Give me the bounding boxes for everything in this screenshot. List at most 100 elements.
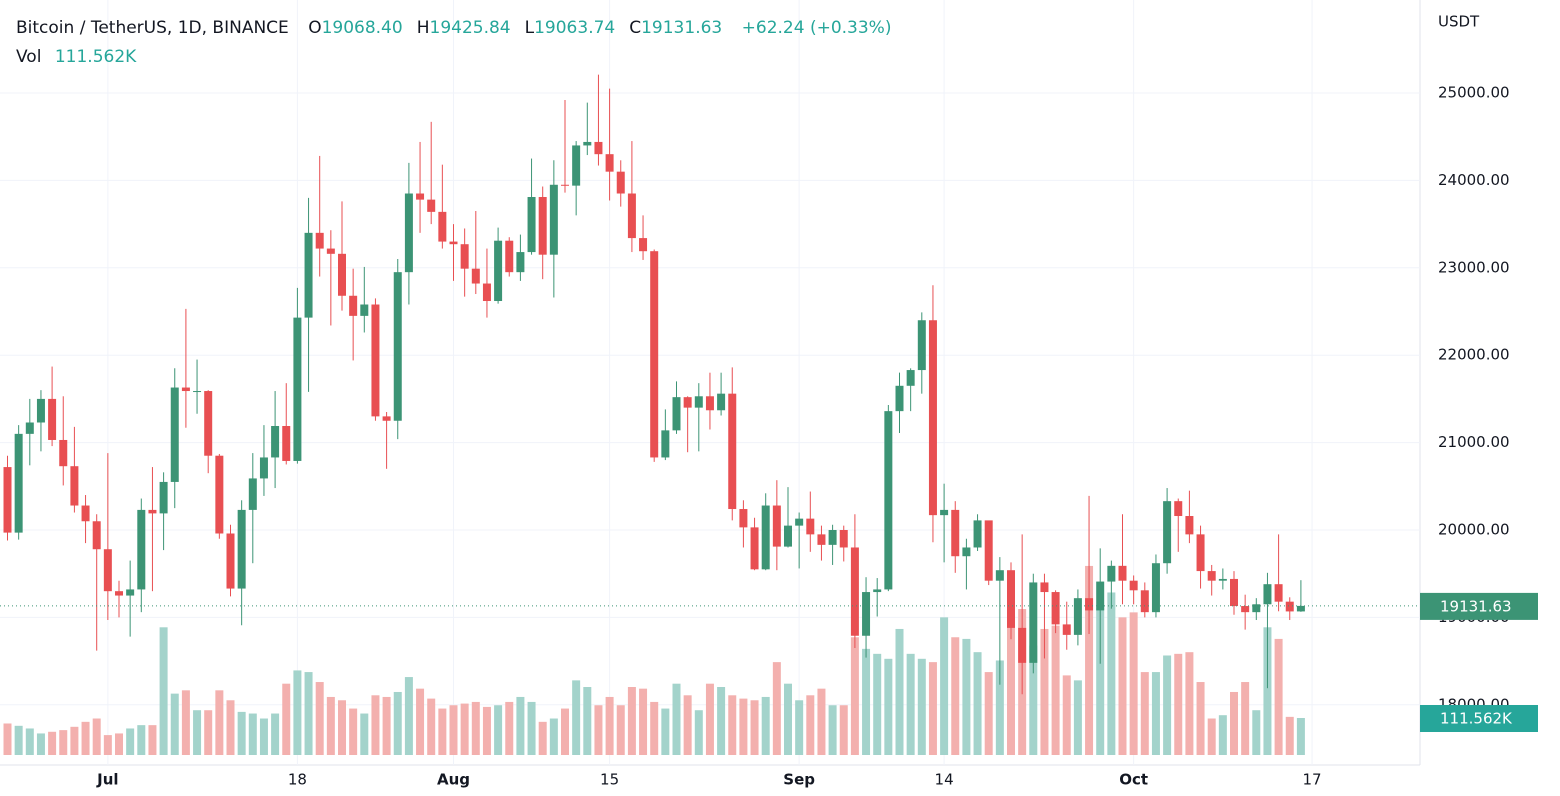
candle-body	[1007, 570, 1015, 628]
volume-bar	[482, 706, 491, 755]
ohlc-value: 19068.40	[321, 18, 403, 38]
candle-body	[92, 521, 101, 550]
candle-body	[259, 457, 268, 479]
x-tick-label: 15	[600, 771, 619, 789]
candle-body	[538, 197, 547, 255]
volume-bar	[193, 710, 202, 755]
candle-body	[1029, 582, 1038, 663]
candle-body	[382, 416, 391, 421]
volume-bar	[739, 698, 748, 755]
volume-bar	[1096, 607, 1105, 755]
candle-body	[839, 530, 848, 548]
volume-bar	[404, 677, 413, 755]
candle-body	[1296, 605, 1305, 612]
volume-bar	[1151, 672, 1160, 755]
ohlc-key: H	[416, 18, 430, 38]
candle-body	[237, 509, 246, 589]
volume-bar	[92, 718, 101, 755]
volume-bar	[1274, 638, 1283, 755]
symbol-row: Bitcoin / TetherUS, 1D, BINANCE O19068.4…	[16, 14, 891, 43]
volume-bar	[1263, 627, 1272, 755]
volume-bar	[1174, 653, 1183, 755]
candle-body	[962, 547, 971, 557]
ohlc-key: C	[629, 18, 642, 38]
volume-bar	[795, 700, 804, 755]
candle-body	[561, 184, 569, 186]
legend: Bitcoin / TetherUS, 1D, BINANCE O19068.4…	[16, 14, 891, 72]
candle-body	[1018, 627, 1027, 663]
volume-bar	[1073, 680, 1082, 755]
volume-bar	[248, 713, 257, 755]
ohlc-key: L	[524, 18, 535, 38]
symbol-title: Bitcoin / TetherUS, 1D, BINANCE	[16, 18, 289, 38]
axes: 18000.0019000.0020000.0021000.0022000.00…	[0, 84, 1538, 789]
candle-body	[438, 211, 447, 242]
volume-bar	[1218, 715, 1227, 755]
volume-bar	[271, 713, 280, 755]
candle-body	[1241, 606, 1250, 613]
candle-body	[81, 505, 90, 522]
volume-pane	[3, 565, 1305, 755]
candle-body	[170, 387, 179, 482]
volume-bar	[59, 730, 68, 755]
candle-body	[115, 591, 123, 596]
candle-body	[193, 391, 202, 393]
candle-body	[973, 520, 982, 548]
volume-bar	[1185, 652, 1194, 755]
candle-body	[817, 534, 826, 545]
x-tick-label: 14	[935, 771, 954, 789]
candle-body	[1062, 624, 1071, 635]
ohlc-value: 19425.84	[429, 18, 511, 38]
candle-body	[304, 232, 313, 318]
y-tick-label: 24000.00	[1438, 171, 1510, 189]
volume-bar	[995, 660, 1004, 755]
candle-body	[683, 397, 692, 408]
volume-bar	[215, 690, 224, 755]
candle-body	[1040, 582, 1049, 593]
candle-body	[1096, 581, 1105, 611]
candle-body	[315, 232, 324, 249]
volume-bar	[1051, 625, 1060, 755]
candle-body	[103, 549, 112, 592]
volume-bar	[527, 701, 536, 755]
ohlc-value: 19131.63	[641, 18, 723, 38]
volume-bar	[148, 725, 157, 755]
candle-body	[360, 304, 369, 316]
volume-bar	[873, 653, 882, 755]
candle-body	[884, 411, 893, 590]
volume-bar	[338, 700, 346, 755]
volume-bar	[315, 682, 324, 755]
volume-bar	[672, 683, 681, 755]
candle-body	[1285, 601, 1294, 612]
x-tick-label: 18	[288, 771, 307, 789]
volume-bar	[1107, 592, 1116, 755]
candle-body	[471, 268, 480, 284]
candle-body	[427, 199, 436, 212]
candle-body	[1252, 604, 1261, 613]
volume-bar	[572, 680, 581, 755]
candle-body	[70, 466, 79, 506]
candle-body	[482, 283, 491, 302]
candle-body	[928, 320, 937, 516]
candle-body	[594, 141, 603, 155]
volume-bar	[817, 688, 826, 755]
candle-body	[349, 295, 358, 316]
candle-body	[1051, 592, 1060, 625]
candle-body	[449, 241, 458, 245]
volume-bar	[761, 696, 770, 755]
candle-body	[282, 425, 291, 461]
y-tick-label: 20000.00	[1438, 521, 1510, 539]
candle-body	[772, 505, 781, 547]
x-tick-label: Sep	[783, 771, 815, 789]
candle-body	[549, 184, 558, 255]
candle-body	[416, 193, 425, 200]
candle-body	[672, 397, 681, 431]
y-tick-label: 22000.00	[1438, 346, 1510, 364]
volume-bar	[750, 700, 759, 755]
volume-bar	[895, 628, 904, 755]
candle-body	[1073, 598, 1082, 635]
volume-bar	[349, 708, 358, 755]
candle-body	[728, 393, 737, 510]
candle-body	[48, 398, 57, 440]
volume-bar	[293, 670, 302, 755]
